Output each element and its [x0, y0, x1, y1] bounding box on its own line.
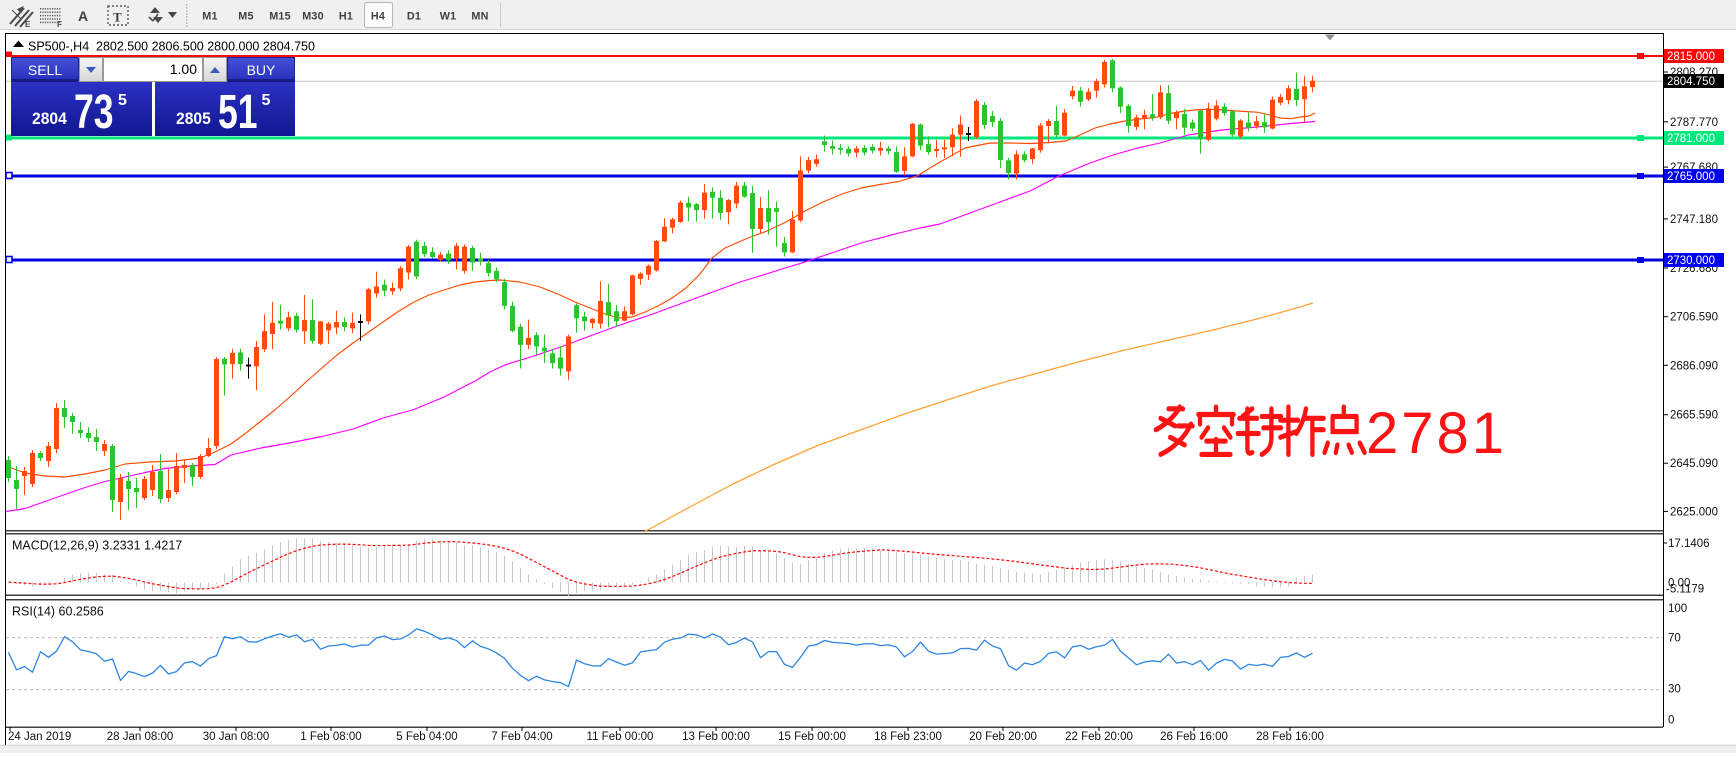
svg-text:28 Feb 16:00: 28 Feb 16:00 [1256, 731, 1324, 743]
svg-text:24 Jan 2019: 24 Jan 2019 [8, 731, 71, 743]
svg-text:F: F [57, 20, 62, 29]
svg-text:A: A [78, 8, 88, 24]
svg-text:SP500-,H4: SP500-,H4 [28, 40, 89, 54]
svg-text:2765.000: 2765.000 [1667, 171, 1715, 183]
svg-text:7 Feb 04:00: 7 Feb 04:00 [491, 731, 552, 743]
svg-text:M5: M5 [238, 11, 253, 23]
svg-text:2730.000: 2730.000 [1667, 255, 1715, 267]
svg-text:0: 0 [1668, 715, 1674, 727]
svg-text:30: 30 [1668, 684, 1681, 696]
svg-text:5 Feb 04:00: 5 Feb 04:00 [396, 731, 457, 743]
svg-text:E: E [25, 20, 31, 29]
svg-text:H4: H4 [371, 11, 385, 23]
svg-text:28 Jan 08:00: 28 Jan 08:00 [107, 731, 174, 743]
svg-text:2781.000: 2781.000 [1667, 133, 1715, 145]
svg-text:15 Feb 00:00: 15 Feb 00:00 [778, 731, 846, 743]
svg-text:2804.750: 2804.750 [1667, 76, 1715, 88]
svg-text:2625.000: 2625.000 [1670, 506, 1718, 518]
svg-text:-5.1179: -5.1179 [1666, 584, 1704, 596]
svg-text:M15: M15 [269, 11, 291, 23]
svg-text:D1: D1 [407, 11, 421, 23]
svg-text:100: 100 [1668, 603, 1687, 615]
svg-text:RSI(14) 60.2586: RSI(14) 60.2586 [12, 605, 104, 619]
svg-text:11 Feb 00:00: 11 Feb 00:00 [587, 731, 654, 743]
svg-text:2802.500 2806.500 2800.000 280: 2802.500 2806.500 2800.000 2804.750 [96, 40, 315, 54]
svg-text:M30: M30 [302, 11, 324, 23]
svg-text:M1: M1 [202, 11, 217, 23]
svg-text:2787.770: 2787.770 [1670, 117, 1718, 129]
svg-text:2815.000: 2815.000 [1667, 51, 1715, 63]
svg-text:MN: MN [471, 11, 488, 23]
svg-text:2686.090: 2686.090 [1670, 360, 1718, 372]
svg-text:30 Jan 08:00: 30 Jan 08:00 [203, 731, 270, 743]
svg-text:18 Feb 23:00: 18 Feb 23:00 [874, 731, 942, 743]
svg-text:13 Feb 00:00: 13 Feb 00:00 [682, 731, 750, 743]
svg-text:2747.180: 2747.180 [1670, 214, 1718, 226]
svg-text:W1: W1 [440, 11, 457, 23]
svg-text:1 Feb 08:00: 1 Feb 08:00 [300, 731, 361, 743]
svg-text:26 Feb 16:00: 26 Feb 16:00 [1160, 731, 1228, 743]
svg-text:70: 70 [1668, 633, 1681, 645]
svg-text:MACD(12,26,9) 3.2331 1.4217: MACD(12,26,9) 3.2331 1.4217 [12, 539, 182, 553]
svg-text:0.00: 0.00 [1668, 578, 1690, 590]
svg-text:22 Feb 20:00: 22 Feb 20:00 [1065, 731, 1133, 743]
svg-text:17.1406: 17.1406 [1668, 538, 1710, 550]
svg-text:2781: 2781 [1366, 401, 1507, 466]
svg-text:20 Feb 20:00: 20 Feb 20:00 [969, 731, 1037, 743]
svg-text:2706.590: 2706.590 [1670, 312, 1718, 324]
svg-text:T: T [113, 10, 122, 25]
svg-text:H1: H1 [339, 11, 353, 23]
svg-text:2645.090: 2645.090 [1670, 458, 1718, 470]
svg-text:2665.590: 2665.590 [1670, 410, 1718, 422]
